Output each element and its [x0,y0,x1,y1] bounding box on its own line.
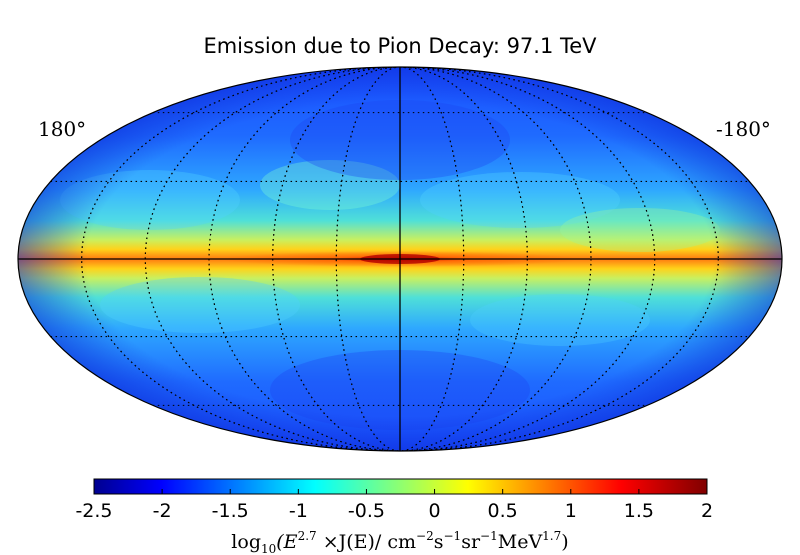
colorbar-tick-label: -0.5 [348,500,385,522]
colorbar-tick-label: 2 [701,500,713,522]
colorbar-tick-label: -2.5 [75,500,112,522]
colorbar-ticks: -2.5 -2 -1.5 -1 -0.5 0 0.5 1 1.5 2 [75,489,713,522]
colorbar-tick-label: 0.5 [488,500,518,522]
colorbar-tick-label: -1.5 [212,500,249,522]
figure-title: Emission due to Pion Decay: 97.1 TeV [203,34,597,58]
colorbar-tick-label: -2 [153,500,172,522]
mollweide-sky-map [17,66,783,452]
colorbar-tick-label: -1 [289,500,308,522]
colorbar-gradient [93,478,708,495]
colorbar-tick-label: 1 [565,500,577,522]
colorbar: -2.5 -2 -1.5 -1 -0.5 0 0.5 1 1.5 2 log10(E2.7 ×J(… [75,478,713,555]
colorbar-label: log10(E2.7 ×J(E)/ cm−2s−1sr−1MeV1.7) [231,529,568,555]
colorbar-tick-label: 1.5 [624,500,654,522]
colorbar-tick-label: 0 [429,500,441,522]
longitude-label-right: -180° [716,117,771,141]
longitude-label-left: 180° [38,117,86,141]
